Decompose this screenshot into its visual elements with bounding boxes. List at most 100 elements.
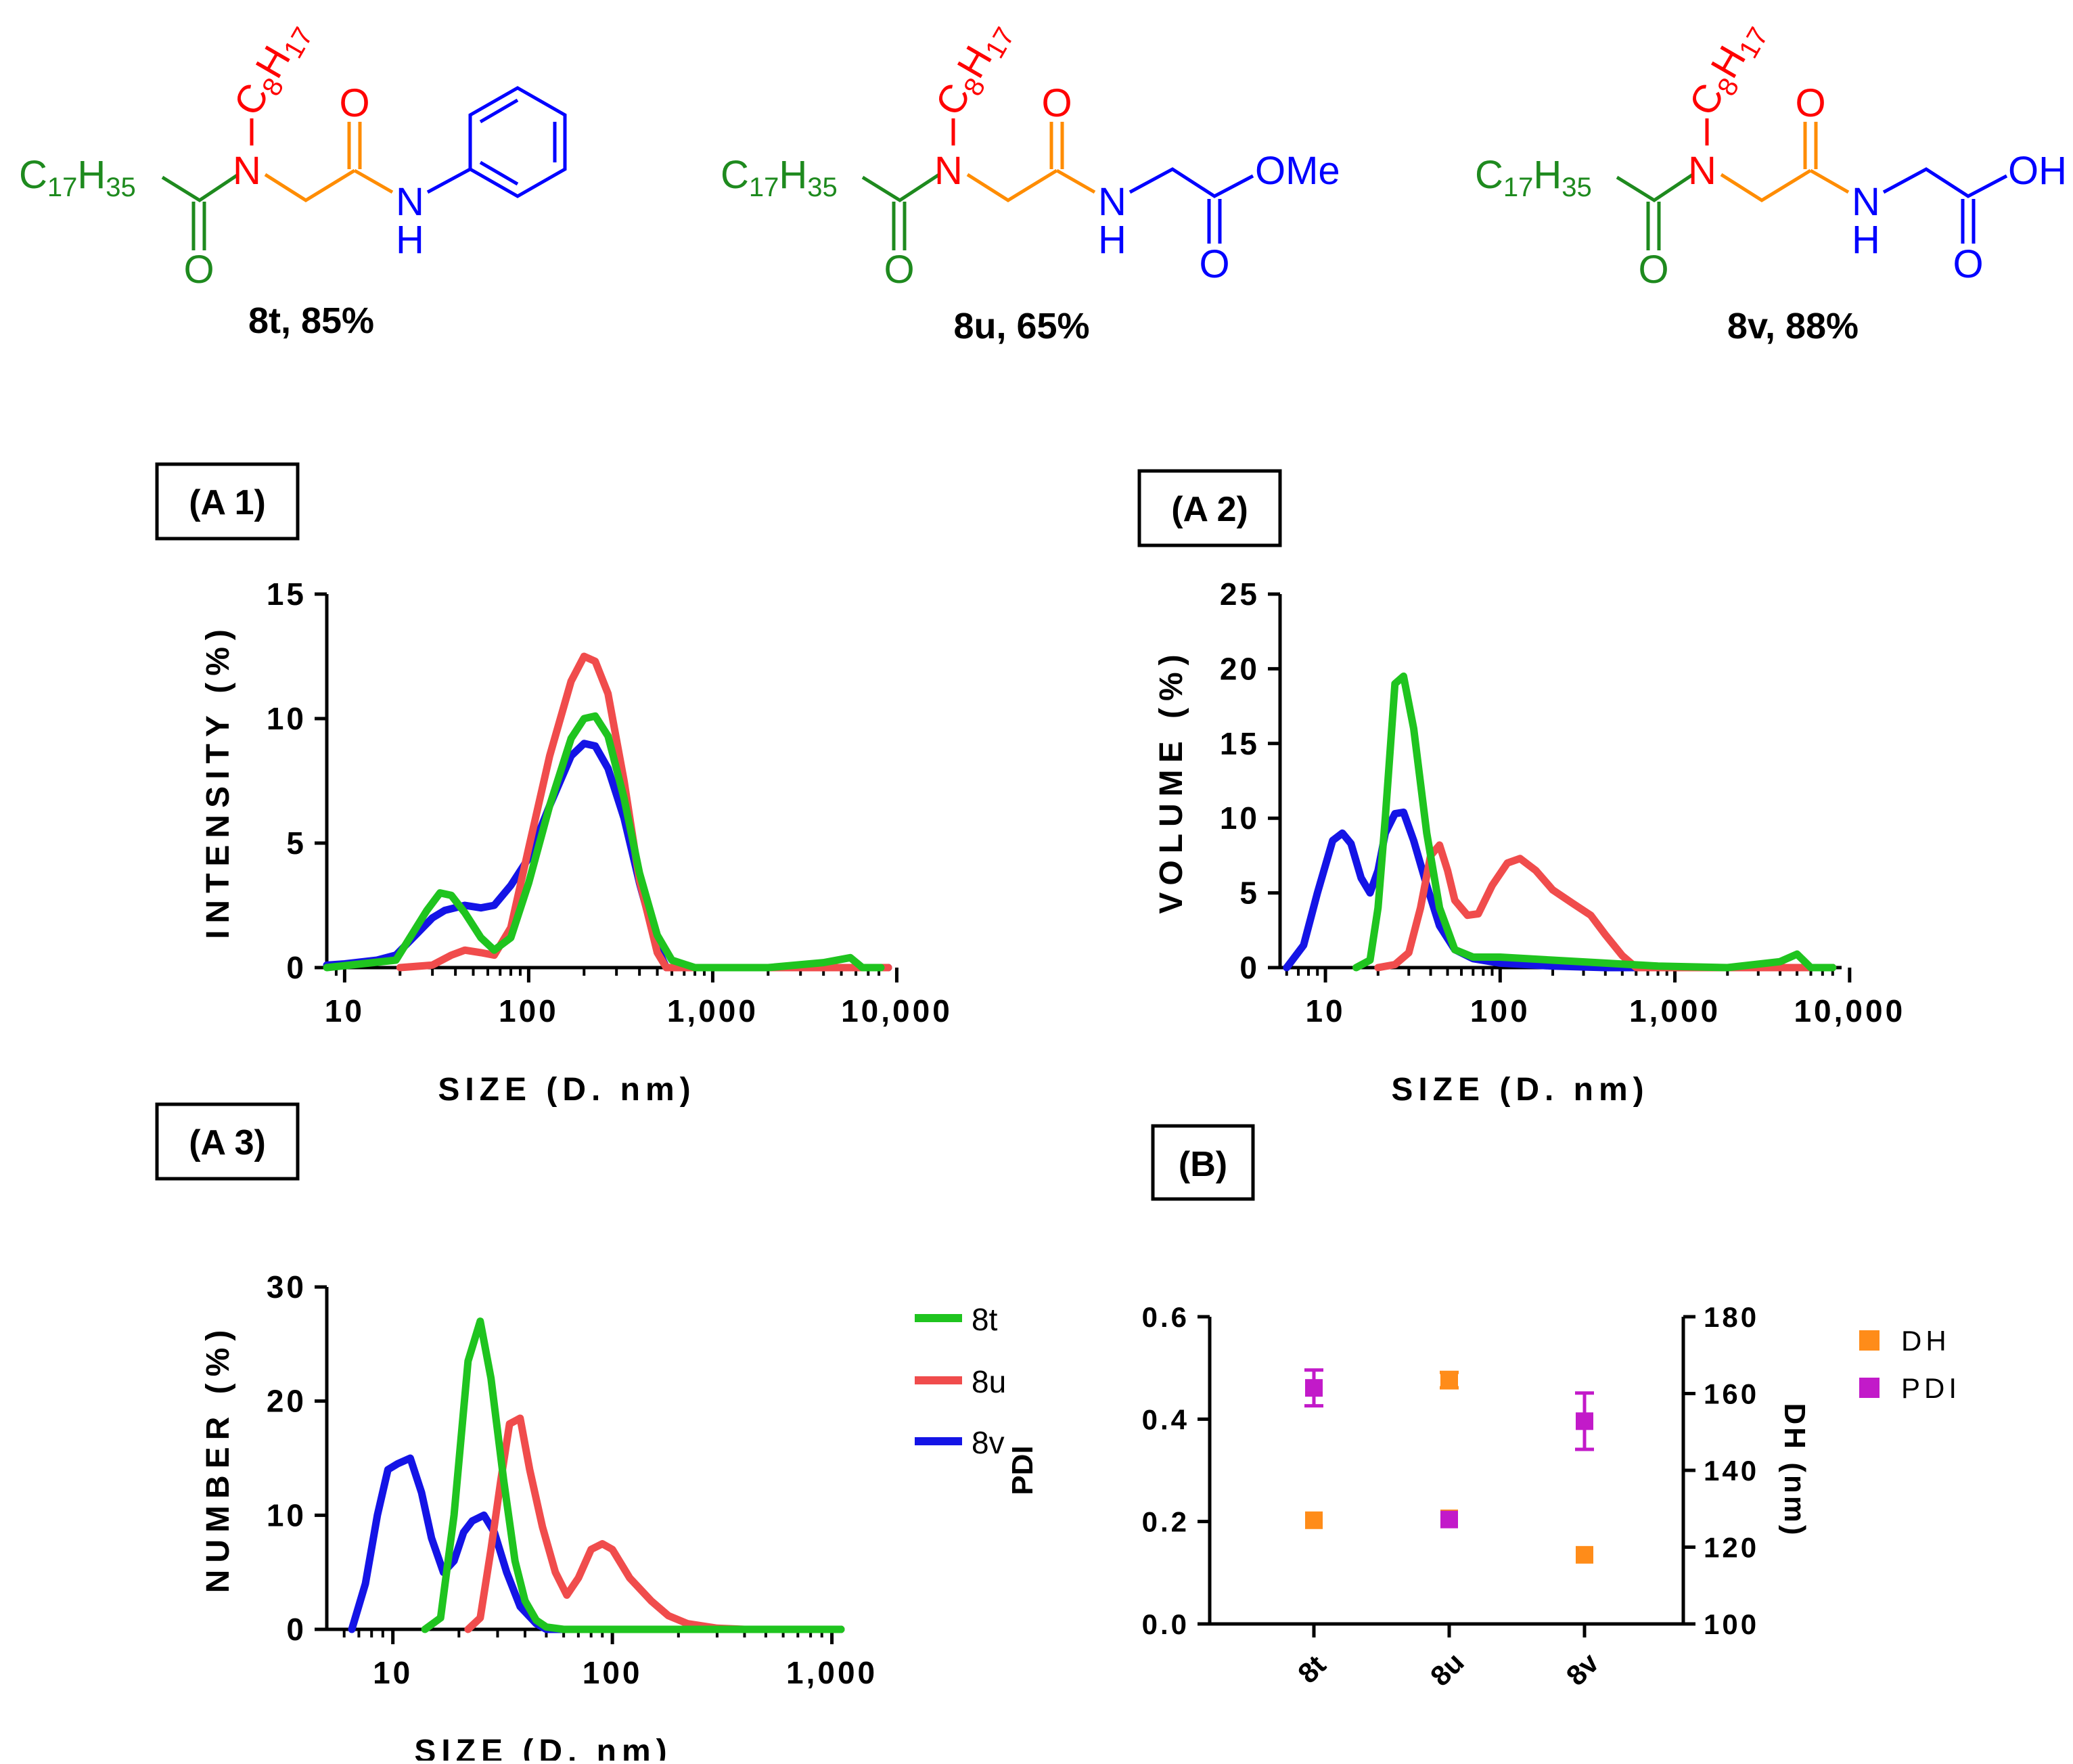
acyl-bonds [1616,173,1694,202]
x-axis-label: SIZE (D. nm) [414,1734,672,1761]
dh-point-8v [1576,1545,1593,1564]
amide-oxygen: O [339,81,369,125]
acyl-oxygen: O [1638,248,1668,292]
right-y-tick-label: 140 [1704,1455,1759,1487]
y-axis-label: INTENSITY (%) [200,623,236,939]
acyl-chain-label: C17H35 [19,153,136,202]
compound-8v-label: 8v, 88% [1727,306,1859,346]
amide-nitrogen: N [396,180,424,224]
right-y-tick-label: 120 [1704,1532,1759,1564]
x-tick-label: 8u [1424,1646,1470,1692]
svg-text:(B): (B) [1179,1145,1227,1184]
x-tick-label: 10 [1305,993,1345,1028]
acyl-bonds [861,173,940,202]
left-y-tick-label: 0.0 [1142,1608,1189,1640]
aryl-bond [426,167,472,194]
legend-panel-b: DH PDI [1859,1325,1961,1404]
x-tick-label: 10,000 [1794,993,1905,1028]
methoxy-group: OMe [1255,149,1340,193]
y-tick-label: 30 [267,1269,306,1305]
x-tick-label: 10,000 [841,993,953,1028]
series-line-8v [348,1454,845,1633]
x-tick-label: 1,000 [667,993,758,1028]
y-tick-label: 5 [286,826,306,861]
compound-8u-label: 8u, 65% [953,306,1089,346]
y-tick-label: 10 [1220,800,1260,836]
series-line-8t [323,712,885,972]
glycine-linker [966,168,1058,202]
amide-hydrogen: H [1098,218,1126,262]
chart-axes: 0 5 10 15 10 100 1,000 10,000 SIZE (D. nm) INTENS… [200,576,953,1108]
legend-swatch-pdi [1859,1378,1880,1398]
chart-a2-volume: 0 5 10 15 20 25 10 100 1,000 10,000 SIZE (D. nm) VO… [1154,576,1905,1108]
y-tick-label: 0 [286,950,306,985]
amide-bond [1055,168,1096,194]
amide-oxygen: O [1795,81,1825,125]
svg-text:(A 2): (A 2) [1171,490,1248,529]
glycine-linker [1720,168,1812,202]
series-line-8v [1283,808,1837,972]
compound-8t-structure: C17H35 O N C8H17 O N H 8t, 85% [19,22,567,341]
series-line-8t [421,1317,845,1633]
pdi-point-8v [1576,1412,1593,1430]
phenyl-ring [468,86,567,198]
x-tick-label: 1,000 [786,1655,878,1690]
amide-oxygen: O [1041,81,1072,125]
legend-series: 8t 8u 8v [915,1302,1006,1460]
x-tick-label: 10 [325,993,365,1028]
x-tick-label: 100 [499,993,559,1028]
acyl-chain-label: C17H35 [1475,153,1592,202]
x-tick-label: 8t [1292,1649,1332,1690]
ester-oxygen: O [1199,242,1229,286]
left-y-tick-label: 0.2 [1142,1506,1189,1538]
x-tick-label: 10 [373,1655,413,1690]
series-line-8u [396,652,892,972]
acyl-bonds [161,173,240,202]
right-y-tick-label: 160 [1704,1378,1759,1410]
pdi-point-8t [1305,1379,1323,1397]
x-tick-label: 100 [1470,993,1530,1028]
amide-hydrogen: H [1852,218,1880,262]
amide-bond [353,168,394,194]
octyl-chain-label: C8H17 [927,13,1020,126]
amide-nitrogen: N [1852,180,1880,224]
acyl-oxygen: O [884,248,914,292]
right-y-tick-label: 100 [1704,1608,1759,1640]
y-tick-label: 0 [286,1612,306,1647]
chart-a1-intensity: 0 5 10 15 10 100 1,000 10,000 SIZE (D. nm) INTENS… [200,576,953,1108]
legend-label-dh: DH [1901,1325,1951,1357]
x-tick-label: 1,000 [1629,993,1721,1028]
pdi-point-8u [1440,1510,1458,1529]
y-tick-label: 15 [267,576,306,612]
glycine-linker [264,168,356,202]
y-tick-label: 10 [267,1497,306,1533]
panel-label-a3: (A 3) [155,1102,300,1181]
y-tick-label: 25 [1220,576,1260,612]
legend-label-8t: 8t [972,1302,998,1337]
svg-text:(A 3): (A 3) [189,1123,266,1162]
chart-a3-number: 0 10 20 30 10 100 1,000 SIZE (D. nm) NUMBER (%) [200,1269,878,1764]
y-axis-label: NUMBER (%) [200,1324,236,1593]
dh-point-high-8u [1440,1371,1458,1389]
y-tick-label: 20 [1220,651,1260,686]
panel-label-a2: (A 2) [1137,469,1282,547]
legend-label-8u: 8u [972,1364,1006,1399]
dh-point-8t [1305,1511,1323,1529]
y-tick-label: 20 [267,1384,306,1419]
acyl-chain-label: C17H35 [721,153,838,202]
acid-oxygen: O [1953,242,1983,286]
legend-label-pdi: PDI [1901,1372,1961,1404]
right-y-tick-label: 180 [1704,1301,1759,1333]
octyl-chain-label: C8H17 [1681,13,1774,126]
series-line-8u [1374,841,1837,972]
y-tick-label: 5 [1239,876,1260,911]
chart-b-pdi-dh: 0.0 0.2 0.4 0.6 100 120 140 160 180 8t 8u 8v PDI DH (… [1006,1301,1811,1692]
y-axis-label: VOLUME (%) [1154,648,1189,913]
y-tick-label: 0 [1239,950,1260,985]
left-y-tick-label: 0.6 [1142,1301,1189,1333]
nitrogen-atom: N [934,149,963,193]
right-y-axis-label: DH (nm) [1778,1403,1811,1537]
amide-nitrogen: N [1098,180,1126,224]
glycine-acid-bonds [1882,167,2008,198]
